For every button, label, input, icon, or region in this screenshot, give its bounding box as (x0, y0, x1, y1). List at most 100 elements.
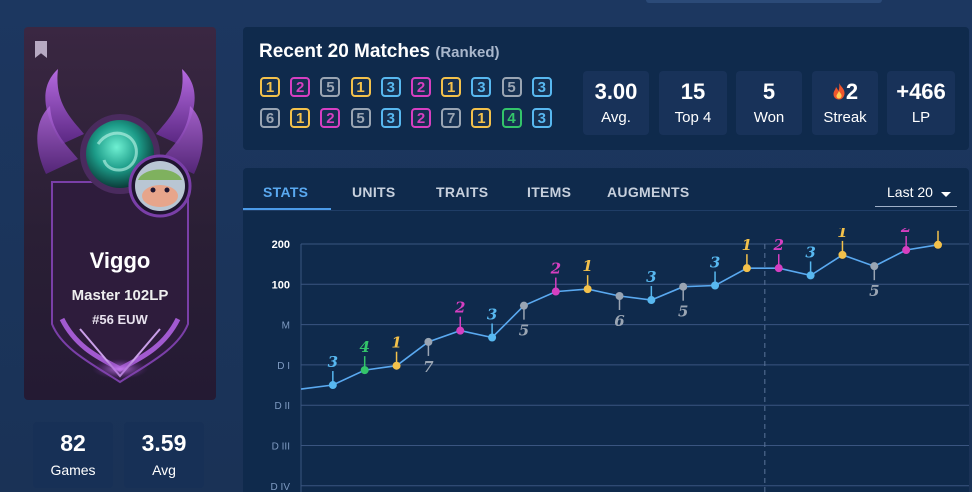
placement-chip[interactable]: 7 (441, 108, 462, 128)
placement-chip[interactable]: 3 (531, 108, 552, 128)
summary-avg-label: Avg. (601, 109, 631, 126)
games-filter-select[interactable]: Last 20 (875, 182, 957, 207)
placement-label: 2 (900, 228, 911, 236)
avg-stat: 3.59 Avg (124, 422, 204, 488)
data-point[interactable] (615, 291, 624, 300)
placement-chip[interactable]: 2 (411, 108, 431, 128)
data-point[interactable] (870, 262, 879, 271)
avg-label: Avg (152, 462, 176, 478)
summary-lp: +466 LP (887, 71, 955, 135)
y-tick-label: D III (272, 442, 290, 453)
placement-label: 2 (454, 299, 465, 317)
data-point[interactable] (519, 301, 528, 310)
summary-top4-label: Top 4 (674, 109, 712, 126)
summoner-name: Viggo (89, 248, 151, 273)
placement-chip[interactable]: 2 (411, 77, 431, 97)
rank-crest (37, 69, 203, 384)
stats-chart-card (243, 168, 969, 492)
placement-chip[interactable]: 1 (350, 77, 371, 97)
y-tick-label: D II (274, 401, 290, 412)
placement-label: 2 (773, 236, 784, 254)
placement-chip[interactable]: 2 (320, 108, 341, 128)
summary-top4-value: 15 (680, 79, 706, 104)
games-stat: 82 Games (33, 422, 113, 488)
placement-label: 7 (423, 358, 434, 376)
placement-label: 1 (582, 257, 592, 275)
placement-chip[interactable]: 6 (260, 108, 280, 128)
summary-lp-value: +466 (896, 79, 946, 104)
summary-streak: 2 Streak (812, 71, 878, 135)
placement-chip[interactable]: 5 (320, 77, 341, 97)
placement-chip[interactable]: 1 (260, 77, 280, 97)
placement-label: 3 (710, 254, 720, 272)
placement-chip[interactable]: 5 (350, 108, 371, 128)
summary-avg: 3.00 Avg. (583, 71, 649, 135)
games-filter-value: Last 20 (887, 184, 933, 200)
rank-text: Master 102LP (71, 287, 169, 304)
data-point[interactable] (806, 271, 815, 280)
placement-label: 1 (742, 236, 752, 254)
tab-items[interactable]: ITEMS (527, 184, 572, 200)
summary-top4: 15 Top 4 (659, 71, 727, 135)
summary-streak-label: Streak (823, 109, 867, 126)
recent-title-subtitle: (Ranked) (435, 44, 500, 61)
y-tick-label: D IV (271, 482, 291, 492)
data-point[interactable] (647, 296, 656, 305)
summary-streak-value: 2 (845, 79, 859, 104)
placement-label: 3 (487, 305, 497, 323)
placement-label: 5 (519, 322, 529, 340)
fire-icon (833, 83, 845, 100)
data-point[interactable] (711, 281, 720, 290)
tab-stats[interactable]: STATS (263, 184, 309, 200)
data-point[interactable] (392, 361, 401, 370)
y-tick-label: 200 (272, 239, 290, 251)
bookmark-icon[interactable] (35, 41, 47, 58)
placement-label: 3 (646, 268, 656, 286)
data-point[interactable] (934, 240, 942, 249)
placement-label: 5 (869, 282, 879, 300)
data-point[interactable] (774, 264, 783, 273)
placement-chip[interactable]: 3 (531, 77, 552, 97)
placement-chip[interactable]: 3 (380, 108, 401, 128)
data-point[interactable] (679, 282, 688, 291)
recent-matches-title: Recent 20 Matches (Ranked) (259, 41, 500, 63)
placement-label: 1 (391, 334, 401, 352)
placement-chip[interactable]: 2 (290, 77, 311, 97)
summary-lp-label: LP (911, 109, 931, 126)
tab-units[interactable]: UNITS (352, 184, 396, 200)
placement-chip[interactable]: 3 (471, 77, 492, 97)
placement-chip[interactable]: 1 (441, 77, 462, 97)
avg-value: 3.59 (141, 430, 187, 456)
data-point[interactable] (424, 337, 433, 346)
placement-chip[interactable]: 4 (501, 108, 522, 128)
placement-label: 3 (328, 353, 338, 371)
placement-chip[interactable]: 1 (290, 108, 311, 128)
y-tick-label: M (282, 321, 290, 332)
chevron-down-icon (941, 192, 951, 197)
data-point[interactable] (742, 264, 751, 273)
placement-chip[interactable]: 5 (501, 77, 522, 97)
games-label: Games (50, 462, 96, 478)
data-point[interactable] (551, 287, 560, 296)
recent-title-text: Recent 20 Matches (259, 41, 431, 62)
placement-chip[interactable]: 3 (380, 77, 401, 97)
data-point[interactable] (456, 326, 465, 335)
games-value: 82 (60, 430, 86, 456)
data-point[interactable] (902, 246, 911, 255)
summary-won-value: 5 (762, 79, 776, 104)
data-point[interactable] (838, 250, 847, 259)
data-point[interactable] (583, 285, 592, 294)
data-point[interactable] (488, 333, 497, 342)
placement-label: 1 (933, 228, 943, 231)
data-point[interactable] (360, 366, 369, 375)
ladder-rank: #56 EUW (92, 312, 148, 327)
top-strip (646, 0, 882, 3)
summary-avg-value: 3.00 (594, 79, 638, 104)
summary-won-label: Won (753, 109, 785, 126)
data-point[interactable] (328, 381, 337, 390)
tab-augments[interactable]: AUGMENTS (607, 184, 690, 200)
y-tick-label: 100 (272, 279, 290, 291)
placement-chip[interactable]: 1 (471, 108, 492, 128)
placement-label: 2 (550, 260, 561, 278)
tab-traits[interactable]: TRAITS (436, 184, 489, 200)
